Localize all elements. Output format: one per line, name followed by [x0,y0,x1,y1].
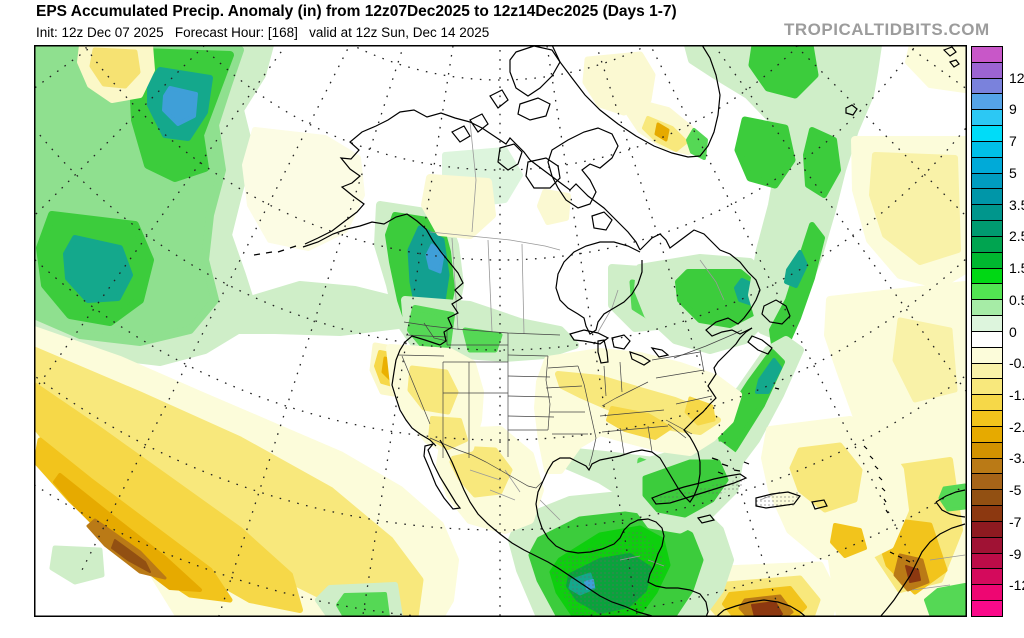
colorbar-segment [972,251,1002,268]
colorbar-segment [972,473,1002,490]
colorbar-label: -1.5 [1009,386,1024,403]
colorbar-segment [972,362,1002,379]
colorbar-label: -3.5 [1009,450,1024,467]
colorbar-segment [972,378,1002,395]
colorbar-segment [972,235,1002,252]
colorbar-segment [972,315,1002,331]
colorbar-segment [972,505,1002,521]
colorbar-segment [972,394,1002,411]
colorbar-segment [972,77,1002,94]
colorbar-segment [972,441,1002,458]
colorbar-segment [972,584,1002,600]
colorbar-segment [972,267,1002,284]
colorbar-segment [972,188,1002,205]
colorbar-label: -7 [1009,513,1022,530]
colorbar-label: -2.5 [1009,418,1024,435]
watermark: TROPICALTIDBITS.COM [784,20,990,39]
colorbar-label: 7 [1009,133,1017,150]
colorbar-segment [972,489,1002,506]
colorbar-segment [972,425,1002,442]
colorbar-label: 0 [1009,323,1017,340]
colorbar-segment [972,568,1002,585]
colorbar-segment [972,61,1002,78]
colorbar-label: 3.5 [1009,196,1024,213]
colorbar-segment [972,552,1002,569]
colorbar-segment [972,109,1002,126]
colorbar-segment [972,140,1002,157]
colorbar-label: -9 [1009,545,1022,562]
colorbar-label: 1.5 [1009,260,1024,277]
colorbar-segment [972,457,1002,474]
colorbar-segment [972,47,1002,62]
colorbar-label: 12 [1009,69,1024,86]
colorbar-label: 9 [1009,101,1017,118]
colorbar-segment [972,172,1002,189]
chart-subtitle: Init: 12z Dec 07 2025 Forecast Hour: [16… [36,25,490,40]
colorbar-segment [972,220,1002,236]
colorbar-label: -5 [1009,482,1022,499]
colorbar-label: 5 [1009,164,1017,181]
colorbar [971,46,1003,617]
colorbar-segment [972,156,1002,173]
colorbar-segment [972,283,1002,300]
colorbar-segment [972,125,1002,141]
colorbar-label: -0.5 [1009,355,1024,372]
colorbar-segment [972,93,1002,110]
chart-title: EPS Accumulated Precip. Anomaly (in) fro… [36,3,677,20]
colorbar-segment [972,520,1002,537]
colorbar-segment [972,410,1002,426]
colorbar-label: 2.5 [1009,228,1024,245]
colorbar-segment [972,299,1002,316]
colorbar-segment [972,599,1002,616]
colorbar-segment [972,204,1002,221]
colorbar-segment [972,346,1002,363]
colorbar-label: 0.5 [1009,291,1024,308]
colorbar-label: -12 [1009,577,1024,594]
colorbar-segment [972,536,1002,553]
colorbar-segment [972,330,1002,347]
